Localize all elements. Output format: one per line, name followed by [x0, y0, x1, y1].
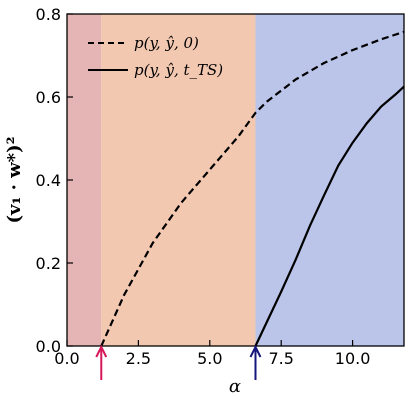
x-tick-label-3: 7.5 — [268, 349, 293, 368]
region-2 — [255, 14, 404, 346]
y-axis-label: (v₁ · w*)² — [4, 137, 25, 224]
background-regions — [67, 14, 404, 346]
series-lines — [100, 30, 405, 347]
x-tick-label-1: 2.5 — [126, 349, 151, 368]
y-tick-label-1: 0.2 — [36, 254, 61, 273]
x-tick-label-4: 10.0 — [335, 349, 371, 368]
axis-ticks: 0.0 2.5 5.0 7.5 10.0 0.0 0.2 0.4 0.6 0.8 — [36, 5, 371, 368]
y-tick-label-4: 0.8 — [36, 5, 61, 24]
series-line-0 — [100, 30, 405, 347]
series-line-1 — [254, 85, 405, 347]
y-tick-label-3: 0.6 — [36, 88, 61, 107]
x-axis-label: α — [229, 376, 241, 397]
arrow-0 — [95, 344, 108, 380]
legend-label-0: p(y, ŷ, 0) — [134, 34, 199, 52]
threshold-arrows — [95, 344, 262, 380]
x-tick-label-2: 5.0 — [197, 349, 222, 368]
legend: p(y, ŷ, 0) p(y, ŷ, t_TS) — [88, 34, 223, 79]
legend-label-1: p(y, ŷ, t_TS) — [134, 61, 223, 79]
x-tick-label-0: 0.0 — [54, 349, 79, 368]
y-tick-label-0: 0.0 — [36, 337, 61, 356]
arrow-1 — [249, 344, 262, 380]
y-tick-label-2: 0.4 — [36, 171, 61, 190]
